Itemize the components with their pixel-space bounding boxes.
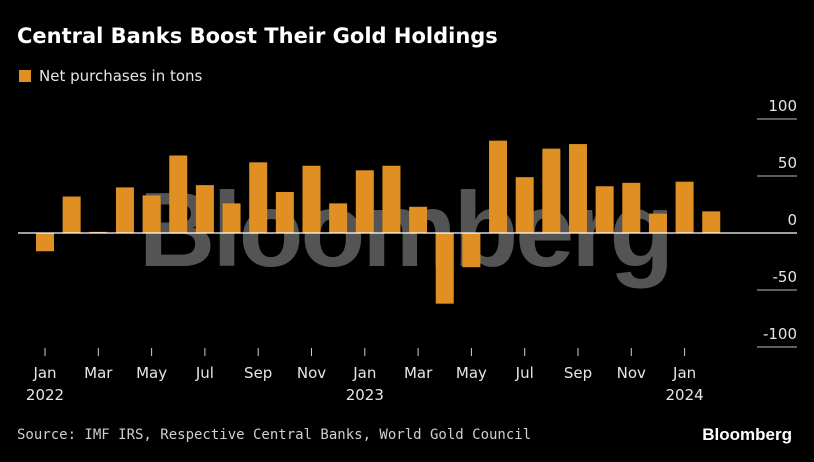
bar [382, 165, 401, 233]
y-tick-label: 100 [768, 97, 797, 115]
x-tick-year-label: 2022 [26, 386, 64, 404]
bar [36, 233, 54, 252]
x-tick-label: Mar [84, 364, 113, 382]
x-tick-label: Jan [672, 364, 696, 382]
legend-label: Net purchases in tons [39, 67, 203, 85]
x-tick-label: May [136, 364, 167, 382]
x-tick-year-label: 2024 [666, 386, 704, 404]
bar [409, 206, 428, 233]
bar [115, 187, 134, 233]
bars [36, 140, 721, 304]
bar [169, 155, 188, 233]
y-tick-label: 0 [787, 211, 797, 229]
bar [702, 211, 721, 233]
x-axis: Jan 2022 Mar May Jul Sep Nov Jan 2023 Mar May Jul Se… [26, 348, 704, 404]
bar [329, 203, 348, 233]
bar [222, 203, 241, 233]
bar [622, 182, 641, 233]
x-tick-label: Nov [617, 364, 646, 382]
x-tick-label: Nov [297, 364, 326, 382]
y-axis: 100 50 0 -50 -100 [763, 97, 797, 343]
x-tick-label: Jul [515, 364, 534, 382]
bar [569, 144, 587, 233]
gridlines [757, 118, 797, 348]
y-tick-label: -50 [773, 268, 798, 286]
bar [595, 186, 614, 233]
legend-swatch [19, 70, 31, 82]
legend: Net purchases in tons [19, 67, 202, 85]
bar [249, 162, 268, 233]
x-tick-label: May [456, 364, 487, 382]
bar [195, 185, 214, 233]
brand-logo: Bloomberg [702, 425, 792, 444]
chart-title: Central Banks Boost Their Gold Holdings [17, 24, 498, 48]
bar [648, 213, 667, 233]
bar [62, 196, 81, 233]
x-tick-year-label: 2023 [346, 386, 384, 404]
x-tick-label: Sep [564, 364, 592, 382]
bar [489, 140, 508, 233]
bar [275, 191, 294, 233]
bar [302, 165, 321, 233]
bar [435, 233, 454, 304]
bar [462, 233, 481, 268]
bar [542, 148, 561, 233]
x-tick-label: Jan [32, 364, 56, 382]
x-tick-label: Jan [352, 364, 376, 382]
x-tick-label: Mar [404, 364, 433, 382]
bar [142, 195, 161, 233]
x-tick-label: Sep [244, 364, 272, 382]
source-note: Source: IMF IRS, Respective Central Bank… [17, 427, 532, 443]
bar [515, 177, 534, 233]
watermark-text: Bloomberg [139, 171, 671, 289]
y-tick-label: 50 [778, 154, 797, 172]
bar [675, 181, 694, 233]
x-tick-label: Jul [195, 364, 214, 382]
watermark: Bloomberg [139, 171, 674, 289]
bar [355, 170, 374, 233]
y-tick-label: -100 [763, 325, 797, 343]
